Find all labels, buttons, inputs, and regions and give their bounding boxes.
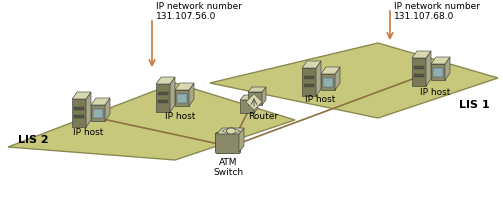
Bar <box>74 115 84 118</box>
Polygon shape <box>175 83 194 90</box>
Text: IP host: IP host <box>305 95 335 104</box>
Polygon shape <box>189 83 194 106</box>
Polygon shape <box>254 95 258 113</box>
Bar <box>175 90 189 106</box>
Polygon shape <box>302 61 321 68</box>
Polygon shape <box>72 92 91 99</box>
Polygon shape <box>321 67 340 74</box>
Text: Router: Router <box>248 112 278 121</box>
Polygon shape <box>426 51 431 86</box>
Bar <box>433 68 443 77</box>
Text: IP host: IP host <box>420 88 450 97</box>
Polygon shape <box>86 92 91 127</box>
Bar <box>321 74 335 90</box>
Bar <box>304 76 314 79</box>
Polygon shape <box>222 127 240 135</box>
Bar <box>156 84 170 112</box>
Bar <box>72 99 86 127</box>
Polygon shape <box>445 57 450 80</box>
Polygon shape <box>335 67 340 90</box>
Polygon shape <box>262 87 266 105</box>
Text: IP network number
131.107.56.0: IP network number 131.107.56.0 <box>156 2 242 21</box>
Bar <box>414 74 424 77</box>
Bar <box>158 92 168 95</box>
Bar <box>304 84 314 87</box>
Polygon shape <box>217 128 244 134</box>
Polygon shape <box>240 95 258 100</box>
Text: IP host: IP host <box>73 128 103 137</box>
Bar <box>414 66 424 69</box>
Bar <box>302 68 316 96</box>
Bar <box>93 109 103 118</box>
Bar <box>248 92 262 105</box>
Polygon shape <box>170 77 175 112</box>
Text: LIS 2: LIS 2 <box>18 135 49 145</box>
Bar <box>177 94 187 103</box>
Polygon shape <box>246 94 262 110</box>
Bar <box>323 78 333 87</box>
Polygon shape <box>210 43 498 118</box>
Text: ATM
Switch: ATM Switch <box>213 158 243 177</box>
Text: IP network number
131.107.68.0: IP network number 131.107.68.0 <box>394 2 480 21</box>
Polygon shape <box>431 57 450 64</box>
Polygon shape <box>156 77 175 84</box>
Polygon shape <box>248 87 266 92</box>
Polygon shape <box>412 51 431 58</box>
Polygon shape <box>8 83 295 160</box>
Bar <box>240 100 254 113</box>
Bar <box>91 105 105 121</box>
Bar <box>431 64 445 80</box>
Polygon shape <box>91 98 110 105</box>
FancyBboxPatch shape <box>215 133 240 153</box>
Polygon shape <box>316 61 321 96</box>
Polygon shape <box>105 98 110 121</box>
Text: LIS 1: LIS 1 <box>459 100 490 110</box>
Bar <box>412 58 426 86</box>
Bar <box>158 100 168 103</box>
Bar <box>74 107 84 110</box>
Polygon shape <box>239 128 244 152</box>
Text: IP host: IP host <box>165 112 195 121</box>
